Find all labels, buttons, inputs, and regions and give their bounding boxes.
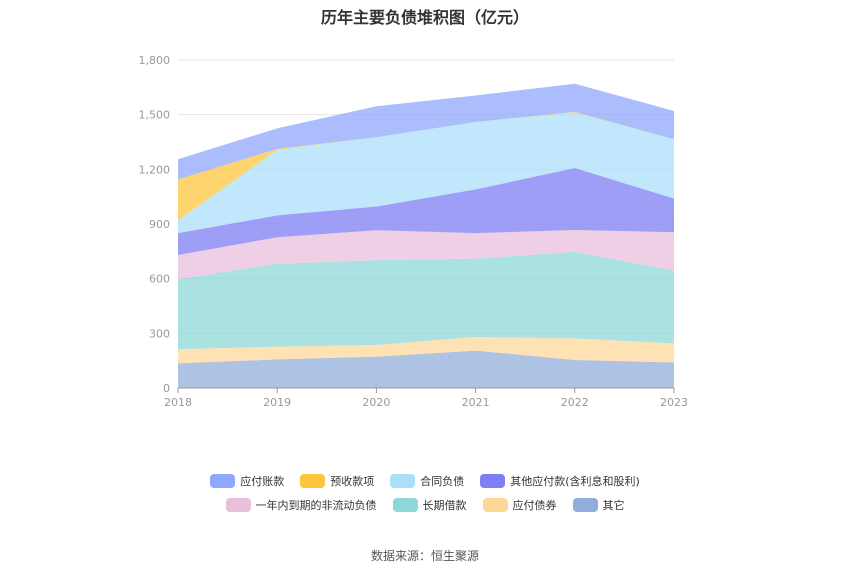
area-series[interactable]	[178, 112, 674, 234]
y-tick-label: 1,500	[139, 109, 171, 122]
y-tick-label: 900	[149, 218, 170, 231]
x-tick-label: 2022	[561, 396, 589, 409]
source-note: 数据来源：恒生聚源	[370, 549, 479, 563]
legend-swatch	[482, 498, 508, 512]
legend-item[interactable]: 应付债券	[482, 497, 557, 513]
legend-label: 一年内到期的非流动负债	[255, 499, 377, 512]
legend-item[interactable]: 应付账款	[210, 473, 284, 489]
chart-title: 历年主要负债堆积图（亿元）	[320, 8, 529, 27]
y-tick-label: 0	[163, 382, 170, 395]
legend-label: 预收款项	[330, 475, 375, 488]
x-tick-label: 2018	[164, 396, 192, 409]
legend-label: 合同负债	[420, 475, 465, 488]
legend-label: 其它	[602, 499, 625, 512]
axes: 0 300 600 900 1,200 1,500 1,800 2018 2019 2020 202…	[139, 54, 689, 409]
legend-swatch	[390, 474, 416, 488]
legend-label: 应付债券	[512, 499, 557, 512]
legend-item[interactable]: 合同负债	[390, 473, 464, 489]
x-tick-label: 2020	[362, 396, 390, 409]
legend-label: 应付账款	[240, 475, 285, 488]
y-tick-label: 600	[149, 273, 170, 286]
area-series[interactable]	[178, 168, 674, 255]
legend-row-2: 一年内到期的非流动负债 长期借款 应付债券 其它	[0, 497, 850, 513]
legend-row-1: 应付账款 预收款项 合同负债 其他应付款(含利息和股利)	[0, 473, 850, 489]
legend-item[interactable]: 一年内到期的非流动负债	[225, 497, 377, 513]
y-tick-label: 1,200	[139, 163, 171, 176]
legend-item[interactable]: 其他应付款(含利息和股利)	[480, 473, 640, 489]
legend-swatch	[392, 498, 418, 512]
legend-swatch	[210, 474, 236, 488]
legend-label: 长期借款	[422, 499, 467, 512]
legend-item[interactable]: 长期借款	[392, 497, 467, 513]
legend-swatch	[300, 474, 326, 488]
area-series[interactable]	[178, 350, 674, 388]
y-tick-label: 300	[149, 327, 170, 340]
legend-swatch	[225, 498, 251, 512]
legend-label: 其他应付款(含利息和股利)	[510, 475, 640, 488]
area-series	[178, 83, 674, 388]
y-tick-label: 1,800	[139, 54, 171, 67]
legend-item[interactable]: 预收款项	[300, 473, 374, 489]
x-tick-label: 2021	[462, 396, 490, 409]
area-series[interactable]	[178, 251, 674, 350]
stacked-area-chart: 0 300 600 900 1,200 1,500 1,800 2018 2019 2020 202…	[139, 54, 689, 409]
legend-swatch	[480, 474, 506, 488]
x-tick-label: 2023	[660, 396, 688, 409]
area-series[interactable]	[178, 336, 674, 364]
area-series[interactable]	[178, 83, 674, 180]
legend-item[interactable]: 其它	[572, 497, 625, 513]
x-tick-label: 2019	[263, 396, 291, 409]
area-series[interactable]	[178, 230, 674, 280]
legend-swatch	[572, 498, 598, 512]
